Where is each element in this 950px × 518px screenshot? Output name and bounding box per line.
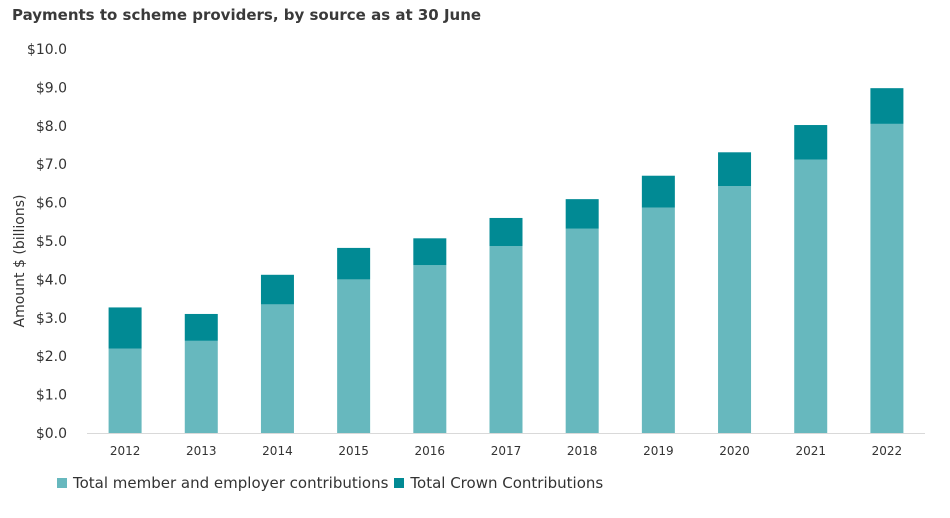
x-tick-label: 2020	[719, 444, 750, 458]
y-tick-label: $6.0	[36, 196, 67, 212]
bar-member-employer	[260, 304, 294, 433]
bar-crown	[337, 247, 371, 280]
x-tick-label: 2012	[110, 444, 141, 458]
bar-crown	[870, 88, 904, 124]
legend: Total member and employer contributions …	[57, 474, 609, 492]
x-tick-label: 2013	[186, 444, 217, 458]
y-tick-label: $2.0	[36, 349, 67, 365]
bar-crown	[413, 238, 447, 266]
y-tick-label: $4.0	[36, 272, 67, 288]
bar-member-employer	[565, 228, 599, 433]
x-tick-label: 2015	[338, 444, 369, 458]
y-tick-label: $10.0	[27, 42, 67, 58]
y-tick-label: $7.0	[36, 157, 67, 173]
bar-crown	[184, 313, 218, 341]
bar-crown	[641, 175, 675, 208]
bar-member-employer	[794, 159, 828, 434]
legend-swatch-member-employer	[57, 478, 67, 488]
legend-label-member-employer: Total member and employer contributions	[73, 474, 389, 492]
bar-crown	[565, 199, 599, 229]
chart-title: Payments to scheme providers, by source …	[12, 6, 482, 24]
bar-crown	[718, 152, 752, 187]
y-tick-label: $8.0	[36, 119, 67, 135]
legend-item-crown: Total Crown Contributions	[394, 474, 603, 492]
bar-member-employer	[489, 245, 523, 433]
bar-member-employer	[108, 348, 142, 433]
bar-member-employer	[870, 123, 904, 433]
x-tick-label: 2016	[415, 444, 446, 458]
legend-label-crown: Total Crown Contributions	[410, 474, 604, 492]
x-tick-label: 2021	[795, 444, 826, 458]
bar-crown	[108, 307, 142, 349]
bar-member-employer	[641, 207, 675, 433]
y-tick-label: $3.0	[36, 311, 67, 327]
bar-member-employer	[413, 265, 447, 433]
x-tick-label: 2019	[643, 444, 674, 458]
x-tick-label: 2017	[491, 444, 522, 458]
bar-member-employer	[718, 186, 752, 433]
bar-member-employer	[184, 340, 218, 433]
y-tick-label: $5.0	[36, 234, 67, 250]
y-axis-label: Amount $ (billions)	[12, 195, 28, 328]
x-tick-label: 2022	[872, 444, 903, 458]
bar-crown	[260, 274, 294, 305]
x-tick-label: 2018	[567, 444, 598, 458]
y-tick-label: $0.0	[36, 426, 67, 442]
y-tick-label: $1.0	[36, 388, 67, 404]
bar-crown	[489, 217, 523, 246]
bar-crown	[794, 125, 828, 160]
y-tick-label: $9.0	[36, 80, 67, 96]
legend-item-member-employer: Total member and employer contributions	[57, 474, 388, 492]
x-tick-label: 2014	[262, 444, 293, 458]
bar-member-employer	[337, 279, 371, 433]
legend-swatch-crown	[394, 478, 405, 488]
